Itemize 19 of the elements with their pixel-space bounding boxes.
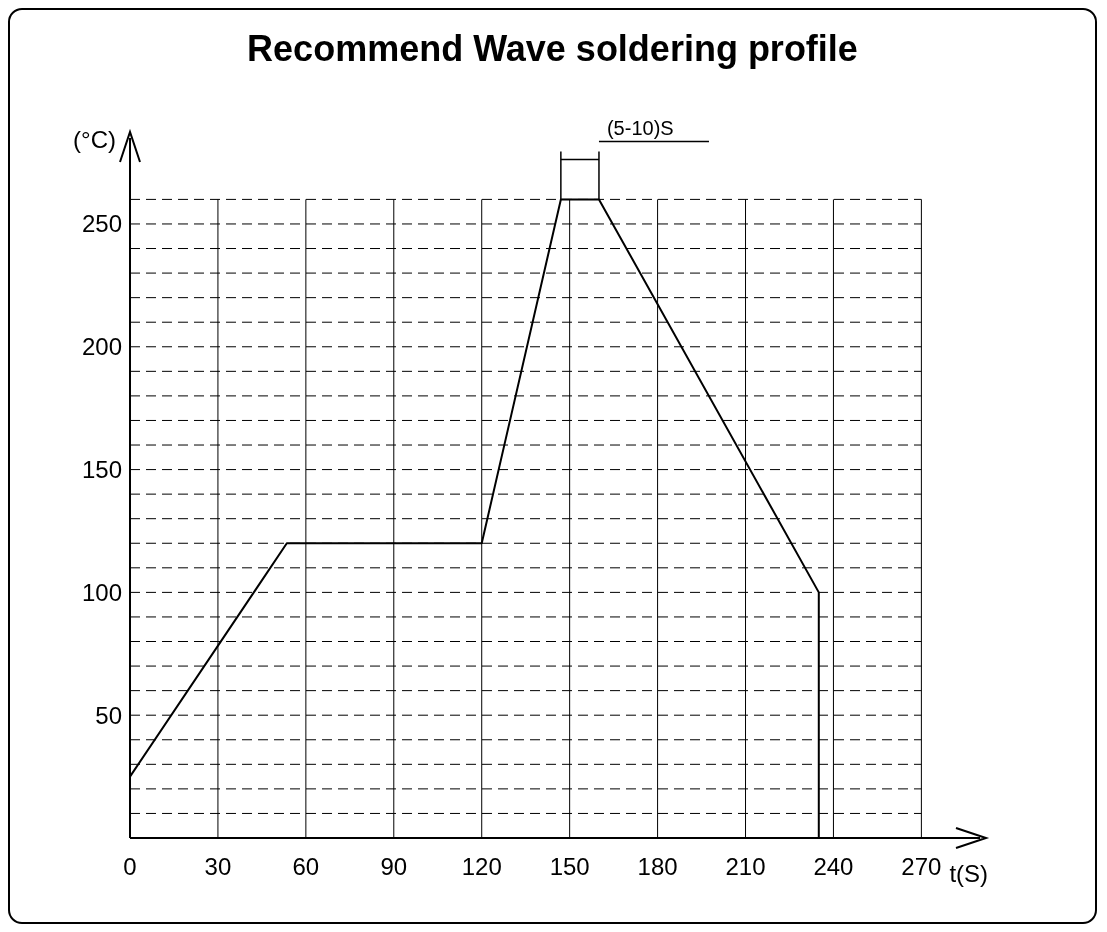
- y-tick-label: 150: [81, 456, 122, 484]
- x-tick-label: 90: [380, 853, 408, 881]
- x-tick-label: 60: [292, 853, 320, 881]
- chart-title: Recommend Wave soldering profile: [246, 28, 859, 71]
- y-tick-label: 200: [81, 333, 122, 361]
- x-tick-label: 150: [549, 853, 590, 881]
- x-tick-label: 270: [901, 853, 942, 881]
- y-axis-title: (°C): [73, 126, 116, 153]
- x-tick-label: 210: [725, 853, 766, 881]
- y-tick-label: 100: [81, 578, 122, 606]
- y-tick-label: 250: [81, 210, 122, 238]
- x-axis-title: t(S): [949, 860, 989, 887]
- annotation: (5-10)S: [606, 117, 674, 140]
- x-tick-label: 240: [813, 853, 854, 881]
- x-tick-label: 30: [204, 853, 232, 881]
- y-tick-label: 50: [95, 701, 122, 729]
- x-tick-label: 0: [123, 853, 137, 881]
- x-tick-label: 180: [637, 853, 678, 881]
- x-tick-label: 120: [461, 853, 502, 881]
